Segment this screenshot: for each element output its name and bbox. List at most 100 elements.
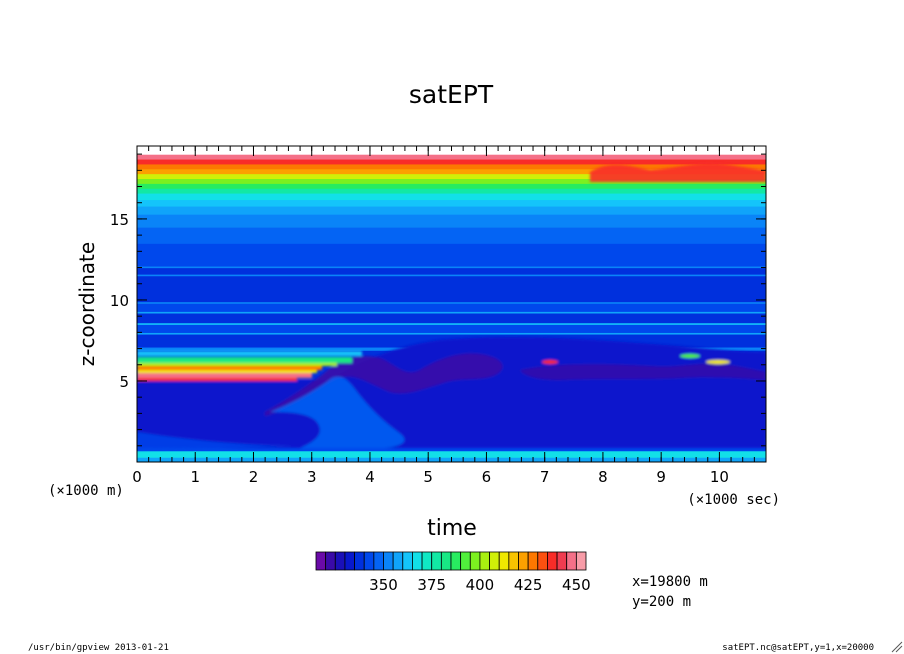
colorbar-swatch-5 <box>363 551 375 571</box>
upper-red-wave <box>590 163 766 182</box>
colorbar-swatch-2 <box>334 551 346 571</box>
field-band-18 <box>137 265 766 269</box>
colorbar-swatch-8 <box>392 551 404 571</box>
colorbar-swatch-0 <box>315 551 327 571</box>
field-band-29 <box>137 168 766 175</box>
x-tick-label-1: 1 <box>190 468 200 486</box>
colorbar-swatch-20 <box>508 551 519 571</box>
colorbar-swatch-15 <box>460 551 471 571</box>
colorbar-swatch-12 <box>431 551 442 571</box>
colorbar-swatch-17 <box>479 551 490 571</box>
colorbar-swatch-1 <box>325 551 336 571</box>
colorbar-swatch-3 <box>344 551 355 571</box>
colorbar-swatch-6 <box>373 551 384 571</box>
cold-pool <box>270 376 405 448</box>
y-tick-label-1: 10 <box>110 292 129 310</box>
colorbar-swatch-10 <box>412 551 423 571</box>
colorbar <box>315 551 587 571</box>
footer-left: /usr/bin/gpview 2013-01-21 <box>28 643 169 653</box>
field-band-8 <box>137 332 766 335</box>
field-band-26 <box>137 183 766 189</box>
colorbar-swatch-25 <box>556 551 568 571</box>
colorbar-label-3: 425 <box>514 576 543 594</box>
field-band-27 <box>137 178 766 184</box>
warm-spot-3 <box>680 354 700 358</box>
x-tick-label-2: 2 <box>249 468 259 486</box>
upper-left-pink <box>137 373 312 378</box>
colorbar-swatch-14 <box>450 551 462 571</box>
colorbar-swatch-24 <box>547 551 558 571</box>
colorbar-swatch-27 <box>575 551 587 571</box>
field-band-30 <box>137 163 766 170</box>
x-tick-label-10: 10 <box>710 468 729 486</box>
y-tick-label-0: 5 <box>119 373 129 391</box>
x-tick-label-6: 6 <box>482 468 492 486</box>
colorbar-labels: 350 375 400 425 450 <box>369 576 590 594</box>
upper-left-yellow <box>137 370 317 373</box>
wave-crest <box>265 353 503 416</box>
upper-left-lime <box>137 363 337 366</box>
colorbar-swatch-19 <box>498 551 510 571</box>
annotation-y: y=200 m <box>632 594 691 610</box>
field-band-25 <box>137 188 766 194</box>
surface-patch <box>137 432 300 450</box>
x-tick-label-8: 8 <box>598 468 608 486</box>
colorbar-swatch-22 <box>527 551 539 571</box>
colorbar-swatch-7 <box>383 551 394 571</box>
colorbar-label-0: 350 <box>369 576 398 594</box>
x-axis-label: time <box>427 516 477 541</box>
warm-spot-1 <box>542 360 558 364</box>
colorbar-swatch-4 <box>354 551 365 571</box>
field-band-31 <box>137 158 766 165</box>
colorbar-label-2: 400 <box>466 576 495 594</box>
y-tick-labels: 5 10 15 <box>110 211 129 391</box>
x-unit-label: (×1000 sec) <box>687 492 780 508</box>
colorbar-swatch-23 <box>537 551 548 571</box>
y-axis-label: z-coordinate <box>75 242 99 366</box>
upper-left-red <box>137 378 297 381</box>
colorbar-swatch-16 <box>469 551 481 571</box>
field-band-11 <box>137 312 766 324</box>
field-band-22 <box>137 205 766 215</box>
colorbar-swatch-11 <box>421 551 433 571</box>
annotation-x: x=19800 m <box>632 574 708 590</box>
field-band-23 <box>137 199 766 207</box>
upper-left-green <box>137 357 352 363</box>
field-band-17 <box>137 267 766 275</box>
field-band-16 <box>137 274 766 277</box>
x-tick-labels: 0 1 2 3 4 5 6 7 8 9 10 <box>132 468 729 486</box>
colorbar-swatch-13 <box>440 551 452 571</box>
x-tick-label-7: 7 <box>540 468 550 486</box>
x-tick-label-9: 9 <box>656 468 666 486</box>
field-band-28 <box>137 173 766 180</box>
heatmap-features <box>137 163 766 450</box>
field-band-21 <box>137 214 766 228</box>
colorbar-swatch-26 <box>566 551 577 571</box>
colorbar-swatch-21 <box>518 551 529 571</box>
upper-left-orange <box>137 366 322 370</box>
y-unit-label: (×1000 m) <box>48 483 124 499</box>
x-tick-label-3: 3 <box>307 468 317 486</box>
field-band-20 <box>137 227 766 244</box>
axis-ticks <box>136 146 767 462</box>
field-band-12 <box>137 311 766 314</box>
field-band-1 <box>137 450 766 458</box>
colorbar-label-4: 450 <box>562 576 591 594</box>
x-tick-label-4: 4 <box>365 468 375 486</box>
warm-spot-2 <box>706 360 730 364</box>
field-band-10 <box>137 322 766 325</box>
field-band-9 <box>137 324 766 333</box>
colorbar-label-1: 375 <box>417 576 446 594</box>
x-tick-label-0: 0 <box>132 468 142 486</box>
heatmap-field <box>137 146 766 462</box>
field-band-24 <box>137 192 766 201</box>
colorbar-swatch-9 <box>402 551 413 571</box>
resize-grip-icon <box>891 641 903 653</box>
chart-title: satEPT <box>409 80 494 109</box>
field-band-14 <box>137 301 766 304</box>
y-tick-label-2: 15 <box>110 211 129 229</box>
field-band-19 <box>137 243 766 267</box>
x-tick-label-5: 5 <box>423 468 433 486</box>
upper-left-cyan <box>137 351 362 356</box>
